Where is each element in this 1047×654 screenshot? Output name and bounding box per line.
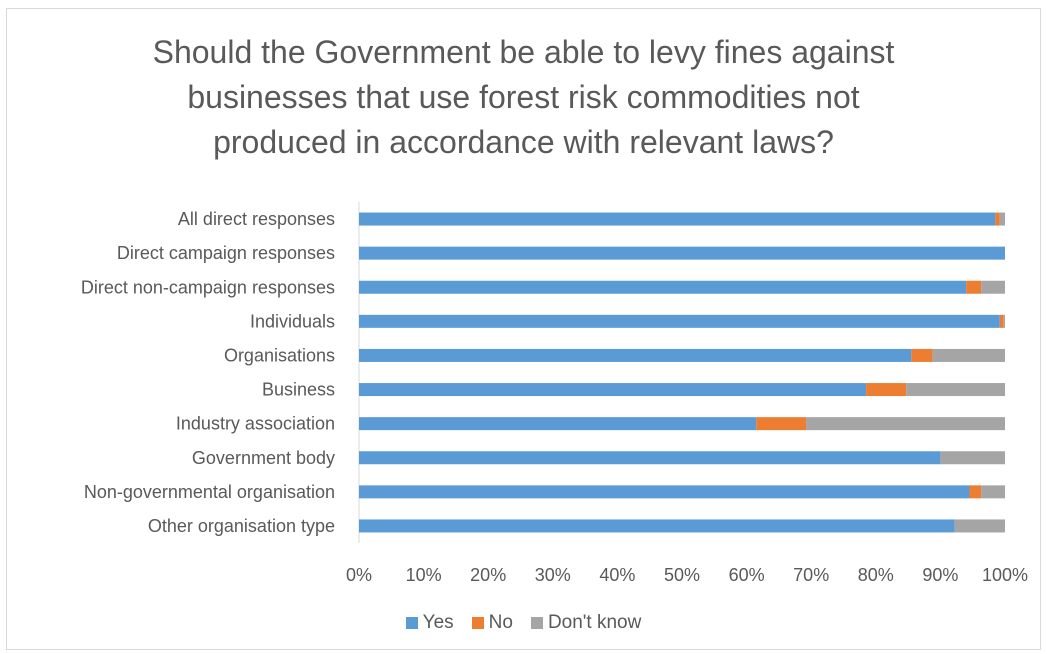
bar-don-t-know-organisations xyxy=(932,348,1005,362)
x-tick-label-20: 20% xyxy=(470,565,506,585)
chart-legend: Yes No Don't know xyxy=(0,612,1047,634)
bar-no-organisations xyxy=(911,348,933,362)
x-tick-label-80: 80% xyxy=(858,565,894,585)
category-label-all-direct-responses: All direct responses xyxy=(178,209,335,229)
bar-don-t-know-business xyxy=(906,383,1005,397)
legend-label-yes: Yes xyxy=(422,612,454,633)
category-label-government-body: Government body xyxy=(192,448,335,468)
category-label-industry-association: Industry association xyxy=(176,414,335,434)
legend-swatch-no xyxy=(471,617,484,629)
bar-no-industry-association xyxy=(756,417,807,431)
category-label-organisations: Organisations xyxy=(224,345,335,365)
bar-don-t-know-all-direct-responses xyxy=(999,212,1005,226)
category-label-individuals: Individuals xyxy=(250,311,335,331)
bar-don-t-know-industry-association xyxy=(806,417,1005,431)
x-tick-label-90: 90% xyxy=(922,565,958,585)
bar-yes-individuals xyxy=(359,314,1000,328)
bar-no-business xyxy=(866,383,907,397)
bar-yes-all-direct-responses xyxy=(359,212,996,226)
x-tick-label-40: 40% xyxy=(599,565,635,585)
category-label-other-organisation-type: Other organisation type xyxy=(148,516,335,536)
bar-no-non-governmental-organisation xyxy=(969,485,982,499)
legend-label-don-t-know: Don't know xyxy=(547,612,642,633)
x-tick-label-0: 0% xyxy=(346,565,372,585)
bar-yes-industry-association xyxy=(359,417,757,431)
legend-item-no: No xyxy=(471,612,513,634)
bar-yes-organisations xyxy=(359,348,912,362)
bar-don-t-know-individuals xyxy=(1003,314,1005,328)
category-label-direct-campaign-responses: Direct campaign responses xyxy=(117,243,335,263)
bar-no-all-direct-responses xyxy=(995,212,1000,226)
category-label-direct-non-campaign-responses: Direct non-campaign responses xyxy=(81,277,335,297)
bar-no-direct-non-campaign-responses xyxy=(966,280,982,294)
chart-title: Should the Government be able to levy fi… xyxy=(0,30,1047,165)
legend-label-no: No xyxy=(488,612,513,633)
bar-no-individuals xyxy=(999,314,1004,328)
x-tick-label-50: 50% xyxy=(664,565,700,585)
chart-title-line-2: businesses that use forest risk commodit… xyxy=(187,79,860,115)
chart-title-line-3: produced in accordance with relevant law… xyxy=(213,124,834,160)
x-tick-label-30: 30% xyxy=(535,565,571,585)
category-label-business: Business xyxy=(262,380,335,400)
bar-yes-other-organisation-type xyxy=(359,519,955,533)
bar-don-t-know-direct-non-campaign-responses xyxy=(981,280,1005,294)
x-tick-label-10: 10% xyxy=(406,565,442,585)
bar-don-t-know-government-body xyxy=(940,451,1005,465)
bar-don-t-know-non-governmental-organisation xyxy=(981,485,1005,499)
legend-item-yes: Yes xyxy=(405,612,454,634)
bar-yes-business xyxy=(359,383,867,397)
bar-yes-government-body xyxy=(359,451,941,465)
category-label-non-governmental-organisation: Non-governmental organisation xyxy=(84,482,335,502)
bar-yes-direct-campaign-responses xyxy=(359,246,1005,260)
chart-title-line-1: Should the Government be able to levy fi… xyxy=(152,34,895,70)
bar-yes-non-governmental-organisation xyxy=(359,485,970,499)
x-tick-label-70: 70% xyxy=(793,565,829,585)
x-tick-label-100: 100% xyxy=(982,565,1028,585)
bar-yes-direct-non-campaign-responses xyxy=(359,280,967,294)
legend-swatch-don-t-know xyxy=(530,617,543,629)
x-tick-label-60: 60% xyxy=(729,565,765,585)
chart-frame xyxy=(6,8,1041,650)
legend-swatch-yes xyxy=(405,617,418,629)
legend-item-don-t-know: Don't know xyxy=(530,612,642,634)
bar-don-t-know-other-organisation-type xyxy=(954,519,1005,533)
